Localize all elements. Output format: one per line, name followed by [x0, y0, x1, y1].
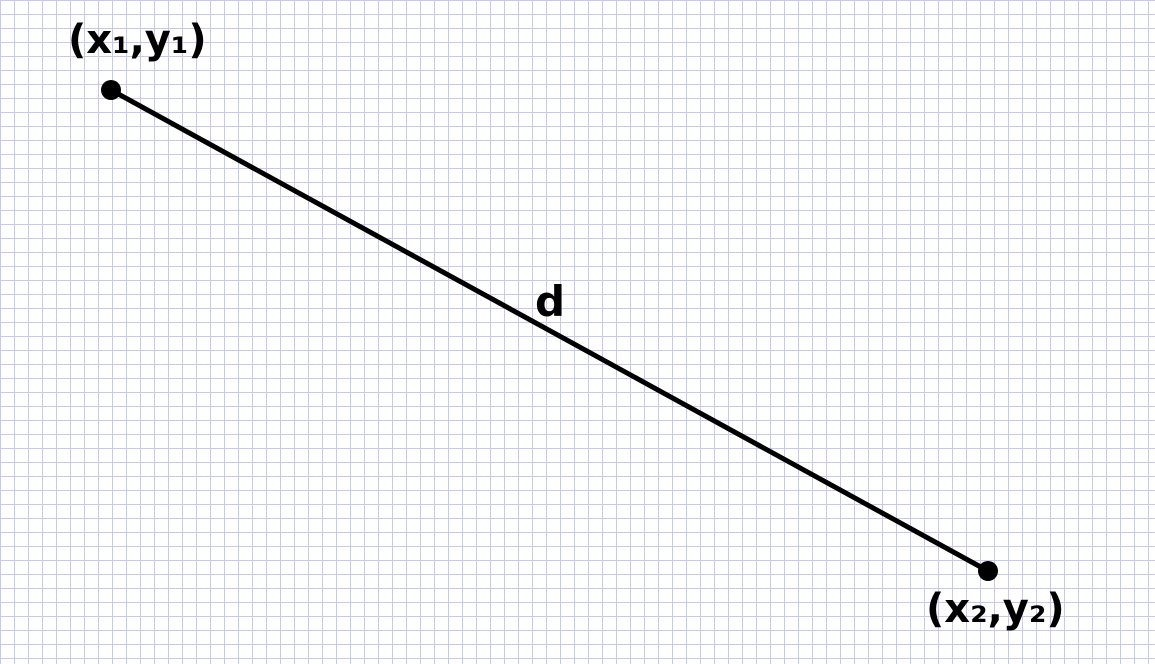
distance-segment	[108, 87, 991, 574]
point-1-label: (x₁,y₁)	[68, 17, 207, 63]
point-1-marker	[101, 80, 121, 100]
point-2-label: (x₂,y₂)	[926, 586, 1065, 632]
point-2-marker	[978, 561, 998, 581]
segment-label: d	[535, 277, 565, 326]
